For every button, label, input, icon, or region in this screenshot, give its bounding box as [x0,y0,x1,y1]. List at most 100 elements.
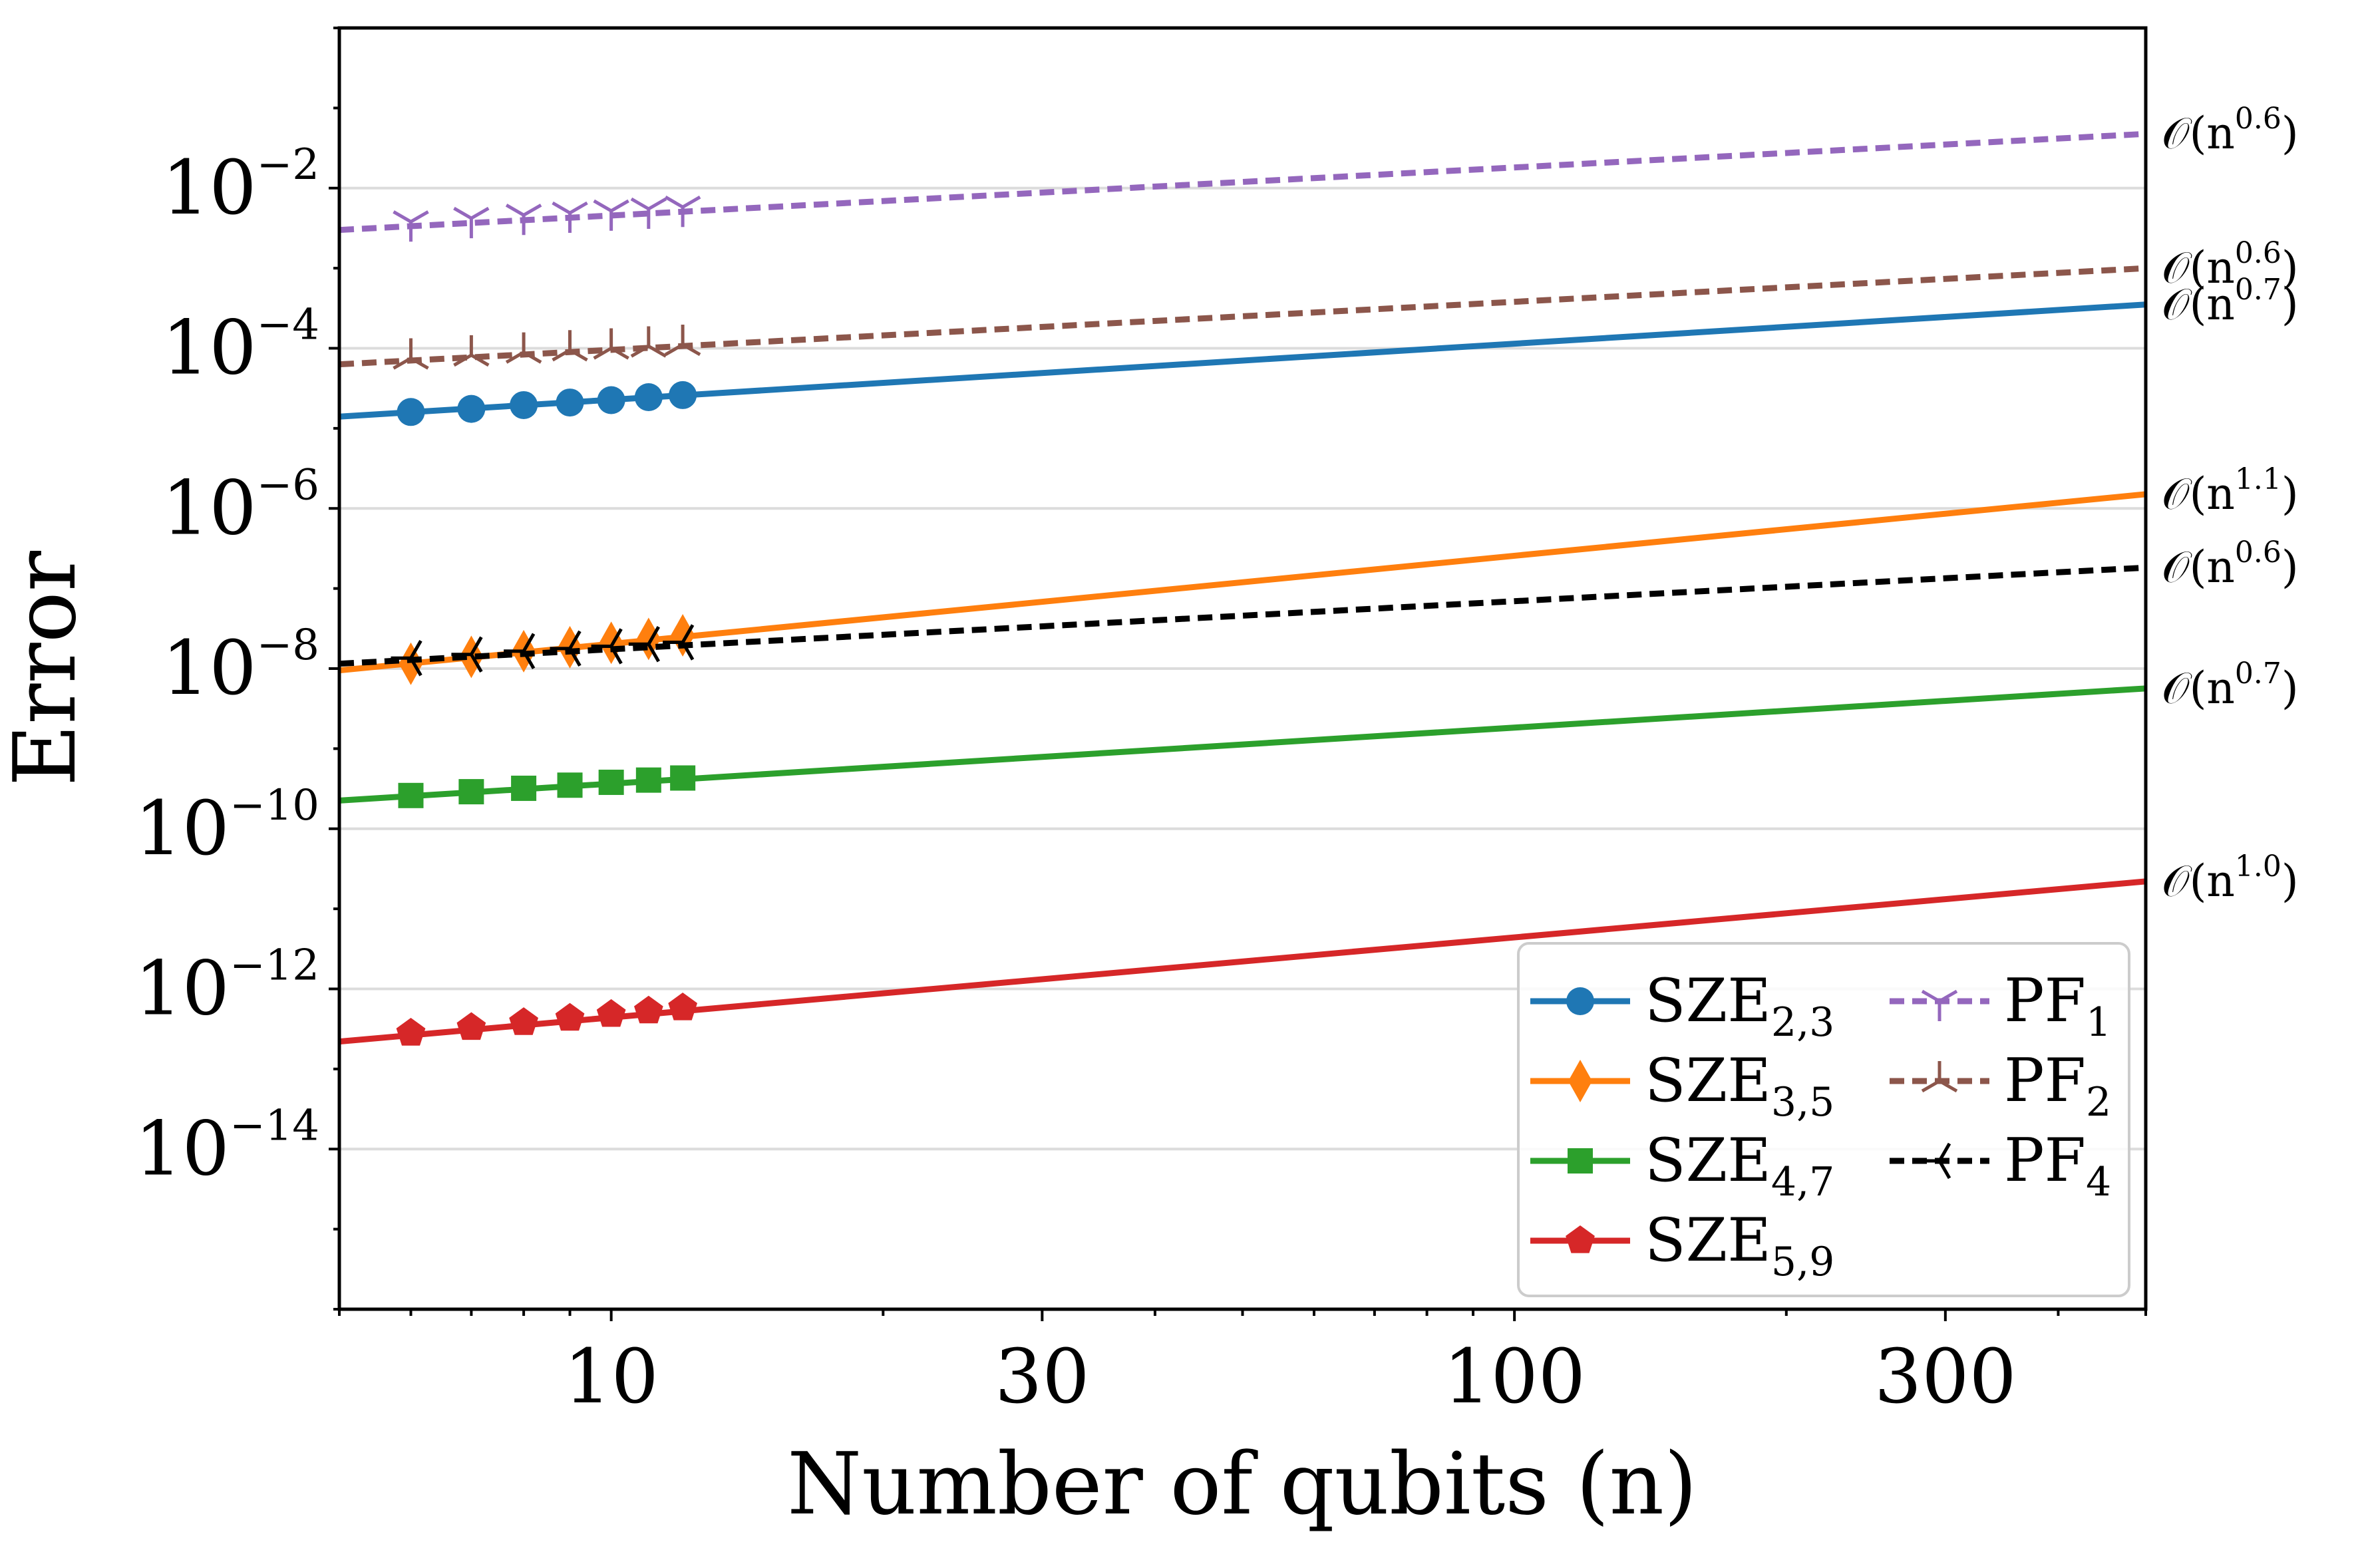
data-point [597,386,625,414]
data-point [634,383,663,412]
x-tick-label: 30 [995,1334,1090,1420]
y-tick-label: 10−4 [162,301,319,392]
fit-line [339,265,2146,368]
x-axis-title: Number of qubits (n) [787,1435,1697,1534]
data-point [664,196,701,228]
data-point [456,1012,486,1040]
x-tick-label: 100 [1443,1334,1586,1420]
x-tick-label: 300 [1874,1334,2017,1420]
data-point [668,993,697,1020]
legend-marker [1920,1142,1951,1179]
legend-label: SZE3,5 [1645,1046,1834,1126]
data-point [663,624,695,661]
legend-label: SZE4,7 [1645,1126,1834,1205]
data-point [634,995,663,1024]
y-tick-label: 10−12 [134,941,319,1032]
legend-marker [1566,987,1594,1015]
data-point [664,324,701,357]
data-point [505,332,542,364]
legend-item: SZE2,3 [1530,966,1834,1046]
data-point [555,1003,585,1031]
data-point [591,628,623,665]
data-point [593,328,629,360]
y-tick-label: 10−8 [162,621,319,712]
data-point [552,330,588,362]
slope-annotation: 𝒪(n1.0) [2162,850,2299,907]
data-point [670,765,696,791]
data-point [397,398,425,426]
legend-label: SZE2,3 [1645,966,1834,1046]
legend-item: SZE4,7 [1530,1126,1834,1205]
series-sze-2-3 [339,301,2146,426]
data-point [596,999,626,1027]
legend-box [1517,942,2130,1297]
data-point [628,626,660,663]
data-point [552,201,588,234]
slope-annotations: 𝒪(n0.7) 𝒪(n1.1) 𝒪(n0.7) 𝒪(n1.0) 𝒪(n0.6) 𝒪(n0.… [2162,102,2299,907]
data-point [505,204,542,235]
legend-label: PF4 [2004,1126,2111,1205]
y-tick-label: 10−10 [134,781,319,872]
data-point [453,335,490,367]
data-point [509,1007,538,1035]
legend-marker [1921,989,1958,1021]
data-point [630,197,667,230]
data-point [458,779,484,805]
series-sze-3-5 [339,491,2146,685]
legend-marker [1568,1060,1592,1102]
data-point [504,633,536,670]
legend-item: SZE5,9 [1530,1205,1834,1285]
legend-marker [1568,1148,1593,1174]
slope-annotation: 𝒪(n0.7) [2162,657,2299,714]
data-point [396,1018,426,1046]
series-sze-5-9 [339,878,2146,1046]
series-pf-1 [339,130,2146,242]
data-point [457,394,486,423]
data-point [669,381,697,409]
slope-annotation: 𝒪(n0.7) [2162,273,2299,330]
data-point [671,614,695,657]
data-point [635,767,661,793]
slope-annotation: 𝒪(n0.6) [2162,536,2299,593]
legend-label: PF2 [2004,1046,2111,1126]
legend-label: PF1 [2004,966,2111,1046]
data-point [630,326,667,358]
y-tick-label: 10−14 [134,1101,319,1192]
slope-annotation: 𝒪(n1.1) [2162,462,2299,520]
data-point [393,338,429,370]
axes-layer: 10−2 10−4 10−6 10−8 10−10 10−12 10−14 10 30 100 30… [134,27,2147,1420]
legend-marker [1921,1061,1958,1093]
data-point [598,769,624,795]
data-point [550,630,582,667]
data-point [593,199,629,231]
series-layer [339,130,2146,1046]
data-point [453,206,490,239]
legend-item: PF1 [1890,966,2111,1046]
data-point [393,210,429,242]
data-point [636,617,661,661]
legend-marker [1566,1225,1595,1253]
data-point [557,772,583,798]
y-tick-label: 10−2 [162,140,319,232]
slope-annotation: 𝒪(n0.6) [2162,236,2299,293]
data-point [451,636,483,673]
series-pf-4 [339,564,2146,677]
legend-label: SZE5,9 [1645,1205,1834,1285]
series-sze-4-7 [339,685,2146,808]
legend-item: PF2 [1890,1046,2111,1126]
data-point [391,640,422,677]
y-axis-title: Error [0,550,95,786]
data-point [511,775,537,801]
y-tick-label: 10−6 [162,460,319,551]
data-point [399,642,423,685]
series-pf-2 [339,265,2146,370]
x-tick-label: 10 [564,1334,659,1420]
legend-item: SZE3,5 [1530,1046,1834,1126]
slope-annotation: 𝒪(n0.6) [2162,102,2299,159]
data-point [398,782,424,808]
data-point [556,389,584,417]
fit-line [339,564,2146,667]
